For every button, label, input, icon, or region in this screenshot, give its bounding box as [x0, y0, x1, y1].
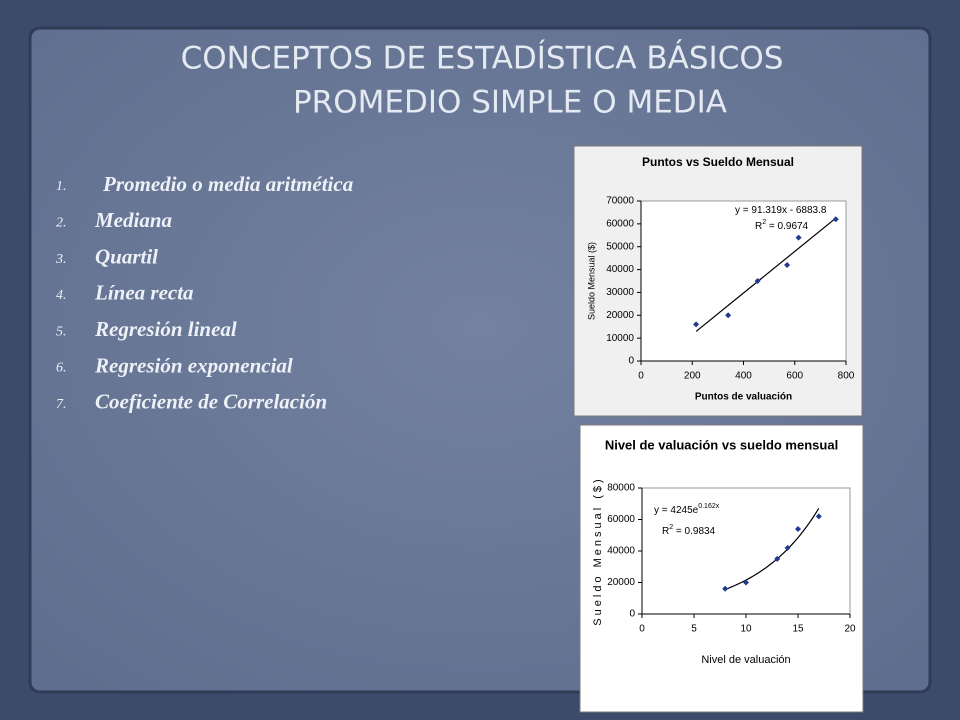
trendline	[695, 217, 837, 332]
annotation-superscript: 0.162x	[698, 503, 720, 510]
item-list: 1. Promedio o media aritmética 2. Mediana 3.…	[55, 172, 353, 414]
slide-title: CONCEPTOS DE ESTADÍSTICA BÁSICOS	[181, 41, 784, 77]
x-tick-label: 10	[740, 624, 752, 635]
y-axis-label: Sueldo Mensual ($)	[592, 476, 604, 625]
data-point	[832, 216, 839, 223]
x-axis-label: Puntos de valuación	[695, 392, 792, 403]
y-tick-label: 30000	[606, 287, 634, 298]
annotation-text: = 0.9834	[673, 526, 715, 537]
annotation: y = 91.319x - 6883.8	[735, 205, 827, 216]
annotation: y = 4245e0.162x	[654, 503, 720, 516]
annotation-superscript: 2	[762, 219, 766, 226]
y-tick-label: 60000	[606, 218, 634, 229]
annotation-text: R	[662, 526, 669, 537]
item-text: Regresión lineal	[94, 317, 237, 341]
item-number: 2.	[56, 216, 67, 231]
data-point	[722, 585, 729, 592]
item-number: 3.	[55, 252, 67, 267]
item-number: 5.	[56, 324, 67, 339]
annotation-text: y = 4245e	[654, 505, 699, 516]
data-point	[784, 262, 791, 268]
annotation-superscript: 2	[669, 524, 673, 531]
data-point	[754, 278, 761, 284]
data-point	[725, 312, 732, 319]
data-point	[795, 234, 802, 241]
y-tick-label: 40000	[607, 546, 635, 557]
y-axis-label: Sueldo Mensual ($)	[586, 242, 596, 320]
item-text: Mediana	[94, 208, 172, 232]
charts: Puntos vs Sueldo Mensual Puntos de valuac…	[573, 145, 864, 713]
chart-title: Puntos vs Sueldo Mensual	[642, 155, 794, 169]
data-point	[693, 321, 700, 328]
item-number: 4.	[56, 288, 67, 303]
annotation-text: R	[755, 221, 762, 232]
x-tick-label: 5	[691, 624, 697, 635]
x-tick-label: 600	[786, 371, 803, 382]
item-text: Quartil	[95, 244, 158, 268]
y-tick-label: 80000	[607, 483, 635, 494]
y-tick-label: 60000	[607, 514, 635, 525]
data-point	[743, 579, 749, 586]
x-tick-label: 800	[838, 371, 855, 382]
data-point	[795, 525, 801, 532]
item-text: Promedio o media aritmética	[102, 172, 353, 196]
plot-area	[640, 200, 847, 362]
data-point	[815, 513, 822, 520]
annotation-text: = 0.9674	[766, 221, 808, 232]
y-tick-label: 20000	[607, 577, 635, 588]
chart: Nivel de valuación vs sueldo mensual Nive…	[579, 424, 864, 713]
y-tick-label: 50000	[606, 241, 634, 252]
annotation: R2 = 0.9674	[755, 219, 809, 232]
y-tick-label: 40000	[606, 264, 634, 275]
item-text: Regresión exponencial	[94, 353, 293, 377]
y-tick-label: 0	[628, 356, 634, 367]
annotation-text: y = 91.319x - 6883.8	[735, 205, 827, 216]
x-tick-label: 20	[844, 624, 856, 635]
y-tick-label: 10000	[606, 333, 634, 344]
chart: Puntos vs Sueldo Mensual Puntos de valuac…	[573, 145, 863, 417]
annotation: R2 = 0.9834	[662, 524, 716, 537]
x-tick-label: 400	[735, 371, 752, 382]
item-text: Coeficiente de Correlación	[95, 390, 327, 414]
x-tick-label: 15	[792, 624, 804, 635]
trendline	[724, 508, 820, 591]
x-tick-label: 0	[638, 371, 644, 382]
item-number: 6.	[56, 361, 67, 376]
slide-title: PROMEDIO SIMPLE O MEDIA	[293, 85, 727, 121]
data-point	[784, 544, 791, 551]
x-tick-label: 200	[684, 371, 701, 382]
item-number: 7.	[56, 397, 67, 412]
y-tick-label: 70000	[606, 196, 634, 207]
item-number: 1.	[56, 179, 67, 194]
data-point	[774, 555, 781, 562]
chart-title: Nivel de valuación vs sueldo mensual	[605, 437, 838, 452]
item-text: Línea recta	[94, 281, 194, 305]
x-axis-label: Nivel de valuación	[701, 654, 790, 666]
x-tick-label: 0	[639, 624, 645, 635]
y-tick-label: 0	[629, 609, 635, 620]
y-tick-label: 20000	[606, 310, 634, 321]
